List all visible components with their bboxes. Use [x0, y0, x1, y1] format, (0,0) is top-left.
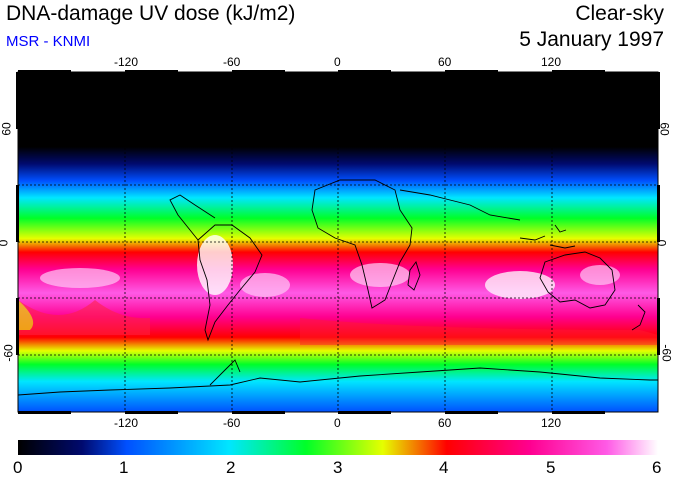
- dose-highlights: [18, 235, 658, 345]
- colorbar-label: 1: [119, 458, 129, 477]
- lon-tick-top: 60: [438, 55, 452, 69]
- colorbar-label: 4: [439, 458, 449, 477]
- graticule: [18, 72, 658, 412]
- lat-tick-left: 60: [0, 122, 14, 136]
- lon-tick-top: -120: [114, 55, 139, 69]
- lat-tick-right: 60: [657, 122, 672, 136]
- sky-condition-label: Clear-sky: [575, 2, 664, 25]
- lat-tick-right: -60: [659, 344, 674, 362]
- colorbar-label: 3: [333, 458, 343, 477]
- lon-tick-top: 120: [541, 55, 562, 69]
- lon-tick-bottom: 0: [334, 416, 341, 430]
- source-label: MSR - KNMI: [6, 33, 91, 50]
- map-title: DNA-damage UV dose (kJ/m2): [6, 2, 296, 25]
- colorbar-label: 0: [13, 458, 23, 477]
- lon-tick-top: -60: [223, 55, 241, 69]
- lat-tick-left: 0: [0, 240, 10, 247]
- lon-tick-bottom: -60: [223, 416, 241, 430]
- lon-tick-top: 0: [334, 55, 341, 69]
- lon-tick-bottom: 120: [541, 416, 562, 430]
- map-date: 5 January 1997: [519, 28, 664, 51]
- lon-tick-bottom: -120: [114, 416, 139, 430]
- colorbar-label: 6: [652, 458, 662, 477]
- lon-tick-bottom: 60: [438, 416, 452, 430]
- lat-tick-left: -60: [1, 344, 16, 362]
- colorbar: [18, 440, 658, 455]
- coastlines: [18, 179, 658, 396]
- frame-ticks: [16, 70, 660, 414]
- colorbar-label: 5: [546, 458, 556, 477]
- lat-tick-right: 0: [654, 239, 669, 247]
- colorbar-label: 2: [226, 458, 236, 477]
